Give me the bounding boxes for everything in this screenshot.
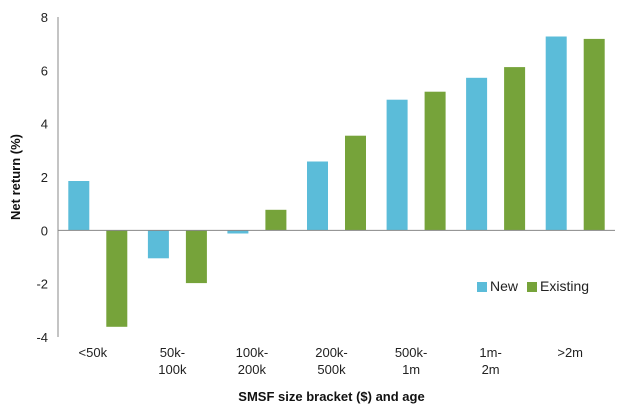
y-tick-label: 0: [41, 223, 48, 238]
legend-swatch-new: [477, 282, 487, 292]
y-tick-label: 4: [41, 117, 48, 132]
bar-existing: [106, 230, 128, 327]
x-tick-label: 100k-: [236, 345, 269, 360]
bars-layer: [68, 36, 605, 327]
y-tick-label: -4: [36, 330, 48, 345]
bar-existing: [185, 230, 207, 284]
bar-existing: [345, 135, 366, 231]
bar-new: [147, 230, 169, 259]
bar-existing: [265, 209, 287, 231]
x-tick-label: <50k: [79, 345, 108, 360]
x-tick-label: 500k-: [395, 345, 428, 360]
y-tick-label: -2: [36, 277, 48, 292]
y-axis-title: Net return (%): [8, 134, 23, 220]
x-tick-label: 500k: [317, 362, 346, 377]
x-tick-label: 1m-: [479, 345, 501, 360]
y-tick-label: 8: [41, 10, 48, 25]
bar-existing: [424, 91, 446, 231]
legend-swatch-existing: [527, 282, 537, 292]
x-tick-label: 50k-: [160, 345, 185, 360]
bar-new: [68, 181, 90, 231]
y-tick-label: 6: [41, 63, 48, 78]
x-tick-label: 2m: [482, 362, 500, 377]
x-tick-label: 200k-: [315, 345, 348, 360]
bar-new: [307, 161, 328, 231]
bar-new: [227, 230, 249, 234]
x-tick-label: 100k: [158, 362, 187, 377]
x-tick-labels: <50k 50k- 100k 100k- 200k 200k- 500k 500k- 1m 1m-…: [79, 345, 584, 377]
y-tick-labels: 8 6 4 2 0 -2 -4: [36, 10, 48, 345]
bar-new: [545, 36, 567, 231]
x-tick-label: >2m: [557, 345, 583, 360]
legend-label-new: New: [490, 278, 519, 294]
bar-existing: [583, 38, 605, 231]
y-tick-label: 2: [41, 170, 48, 185]
bar-existing: [504, 67, 526, 231]
legend: New Existing: [477, 278, 589, 294]
x-axis-title: SMSF size bracket ($) and age: [238, 389, 424, 404]
bar-new: [386, 99, 408, 231]
bar-new: [466, 77, 488, 231]
x-tick-label: 1m: [402, 362, 420, 377]
legend-label-existing: Existing: [540, 278, 589, 294]
x-tick-label: 200k: [238, 362, 267, 377]
